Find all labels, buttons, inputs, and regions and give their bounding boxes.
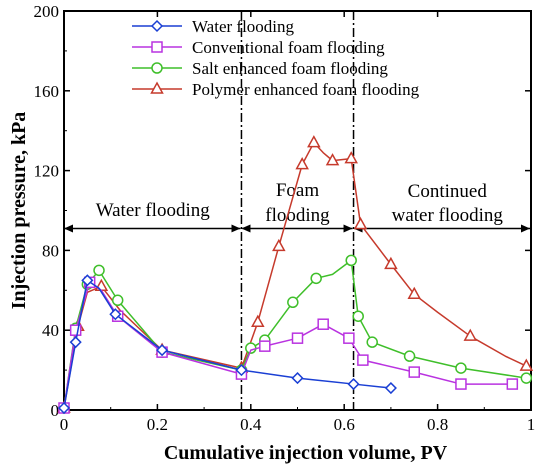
data-point [463, 328, 478, 341]
data-point [403, 350, 416, 362]
x-axis-title: Cumulative injection volume, PV [164, 442, 448, 464]
y-tick-label: 0 [51, 401, 60, 420]
data-point [384, 381, 397, 395]
legend-marker [151, 41, 163, 53]
data-point [352, 310, 364, 322]
data-point [259, 340, 271, 352]
region-label: Foam [276, 180, 320, 201]
x-tick-label: 0.2 [147, 415, 168, 434]
x-tick-label: 1 [527, 415, 536, 434]
data-point [307, 135, 321, 148]
data-point [506, 378, 519, 390]
y-axis-title: Injection pressure, kPa [8, 112, 30, 310]
data-point [310, 272, 322, 285]
data-point [344, 151, 358, 164]
data-point [57, 401, 71, 415]
data-point [455, 362, 467, 374]
data-point [94, 278, 109, 292]
data-point [109, 308, 122, 321]
region-annotation: Foam flooding [241, 180, 353, 233]
data-point [357, 354, 369, 366]
data-point [291, 332, 304, 344]
data-point [272, 238, 286, 252]
data-point [69, 336, 82, 349]
series-square [58, 276, 519, 414]
data-point [519, 358, 534, 371]
data-point [520, 372, 533, 384]
data-point [408, 366, 420, 378]
x-tick-label: 0.8 [427, 415, 448, 434]
y-tick-label: 200 [34, 2, 60, 21]
data-point [343, 332, 355, 344]
data-point [366, 336, 378, 348]
data-point [156, 344, 169, 357]
data-point [251, 314, 265, 327]
data-point [295, 157, 309, 170]
data-point [347, 378, 360, 391]
region-annotation: Water flooding [64, 200, 241, 233]
y-tick-label: 160 [34, 82, 60, 101]
legend-label: Salt enhanced foam flooding [192, 59, 388, 78]
legend: Water flooding Conventional foam flooding… [132, 17, 420, 99]
legend-marker [150, 81, 164, 94]
data-point [287, 296, 299, 309]
data-point [317, 318, 329, 330]
x-tick-label: 0 [60, 415, 69, 434]
data-point [93, 264, 105, 277]
data-point [235, 364, 248, 377]
legend-marker [151, 62, 163, 74]
series-diamond [57, 274, 397, 415]
region-label: flooding [265, 205, 330, 226]
data-point [111, 294, 124, 307]
region-label: Continued [408, 181, 488, 202]
legend-marker [150, 19, 164, 33]
legend-label: Water flooding [192, 17, 295, 36]
data-point [81, 274, 94, 287]
data-point [455, 378, 467, 390]
y-tick-label: 120 [34, 162, 60, 181]
x-tick-label: 0.4 [240, 415, 262, 434]
data-point [353, 216, 368, 230]
y-axis: 0 40 80 120 160 200 [34, 2, 531, 420]
y-tick-label: 80 [42, 241, 59, 260]
data-point [345, 254, 357, 267]
legend-label: Conventional foam flooding [192, 38, 385, 57]
data-point [325, 153, 340, 166]
data-point [69, 324, 82, 336]
region-annotation: Continued water flooding [353, 181, 530, 233]
region-label: water flooding [392, 205, 504, 226]
data-point [291, 372, 304, 385]
data-point [384, 256, 398, 270]
x-tick-label: 0.6 [334, 415, 355, 434]
legend-label: Polymer enhanced foam flooding [192, 80, 420, 99]
region-label: Water flooding [96, 200, 211, 221]
series-line [63, 279, 391, 409]
data-point [407, 286, 422, 300]
x-axis: 0 0.2 0.4 0.6 0.8 1 [60, 11, 536, 434]
y-tick-label: 40 [42, 321, 59, 340]
